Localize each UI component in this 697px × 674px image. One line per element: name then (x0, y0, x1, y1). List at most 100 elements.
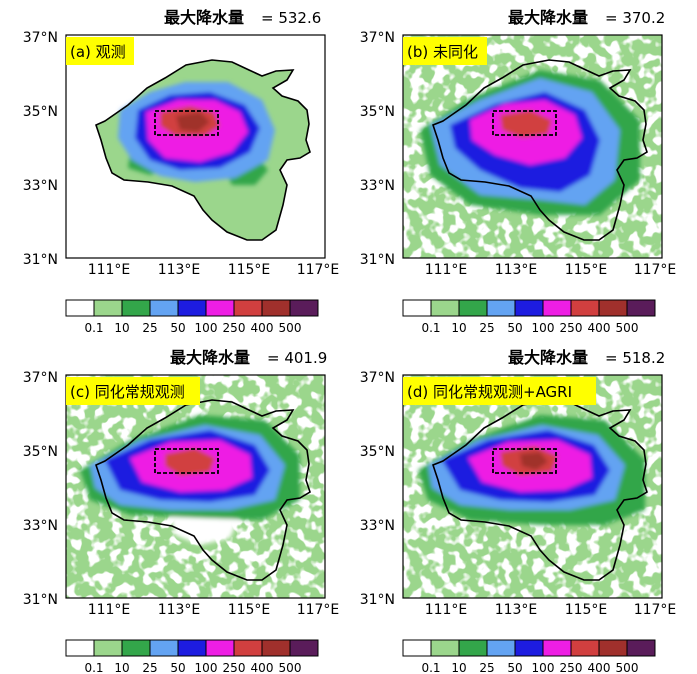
panel-d: 最大降水量 = 518.2 (d) 同化常规观测+AGRI 37°N 35°N … (360, 348, 677, 674)
panel-c-max-value: = 401.9 (267, 349, 327, 367)
panel-c-cb-0.1: 0.1 (84, 661, 103, 674)
panel-d-precip-field (403, 375, 662, 598)
panel-c-colorbar-swatches (65, 639, 319, 657)
panel-c-zone-400 (165, 448, 215, 476)
panel-a-lat-35: 35°N (23, 104, 58, 120)
panel-d-zone-500 (520, 452, 548, 470)
panel-c-cb-400: 400 (251, 661, 274, 674)
panel-c-lat-31: 31°N (23, 592, 58, 608)
panel-d-lat-31: 31°N (360, 592, 395, 608)
panel-b-lat-33: 33°N (360, 178, 395, 194)
panel-d-lat-labels: 37°N 35°N 33°N 31°N (360, 370, 395, 608)
panel-a-lon-117: 117°E (297, 262, 340, 278)
panel-c-lat-33: 33°N (23, 518, 58, 534)
panel-c-colorbar: 0.1 10 25 50 100 250 400 500 (65, 639, 319, 674)
panel-c-cb-50: 50 (170, 661, 185, 674)
panel-a-max-value: = 532.6 (261, 9, 321, 27)
panel-a-lat-labels: 37°N 35°N 33°N 31°N (23, 30, 58, 268)
panel-b-lon-115: 115°E (565, 262, 608, 278)
panel-d-lon-113: 113°E (495, 602, 538, 618)
panel-d-max-label: 最大降水量 (508, 348, 588, 367)
panel-a-cb-50: 50 (170, 321, 185, 335)
panel-d-label-bg (403, 377, 596, 405)
panel-c-lon-labels: 111°E 113°E 115°E 117°E (88, 602, 340, 618)
panel-c-lon-117: 117°E (297, 602, 340, 618)
panel-a-lat-33: 33°N (23, 178, 58, 194)
panel-a-cb-500: 500 (279, 321, 302, 335)
panel-d-lon-117: 117°E (634, 602, 677, 618)
panel-a-cb-250: 250 (223, 321, 246, 335)
panel-b-max-label: 最大降水量 (508, 8, 588, 27)
panel-c-lon-115: 115°E (228, 602, 271, 618)
panel-a-lon-115: 115°E (228, 262, 271, 278)
panel-b-lon-117: 117°E (634, 262, 677, 278)
panel-b-label-bg (403, 37, 487, 65)
panel-a-frame (65, 34, 326, 259)
panel-a-cb-25: 25 (142, 321, 157, 335)
panel-b-lon-111: 111°E (425, 262, 468, 278)
panel-c: 最大降水量 = 401.9 (c) 同化常规观测 37°N 35°N 33°N … (23, 348, 340, 674)
panel-b-cb-250: 250 (560, 321, 583, 335)
panel-b-colorbar-labels: 0.1 10 25 50 100 250 400 500 (421, 321, 638, 335)
panel-d-lat-35: 35°N (360, 444, 395, 460)
panel-c-label-bg (66, 377, 200, 405)
panel-d-lon-labels: 111°E 113°E 115°E 117°E (425, 602, 677, 618)
panel-d-lon-111: 111°E (425, 602, 468, 618)
panel-c-province-border (95, 399, 311, 581)
panel-a-precip-field (95, 59, 311, 241)
panel-c-cb-250: 250 (223, 661, 246, 674)
panel-d-colorbar-swatches (402, 639, 656, 657)
panel-b-cb-25: 25 (479, 321, 494, 335)
panel-c-label: (c) 同化常规观测 (70, 383, 185, 401)
panel-b-cb-0.1: 0.1 (421, 321, 440, 335)
panel-b-zone-400 (500, 110, 552, 138)
panel-b-lat-labels: 37°N 35°N 33°N 31°N (360, 30, 395, 268)
panel-d-lat-37: 37°N (360, 370, 395, 386)
panel-d-cb-100: 100 (532, 661, 555, 674)
panel-b-colorbar-swatches (402, 299, 656, 317)
panel-a-highlight-box (154, 110, 219, 136)
panel-c-frame (65, 374, 326, 599)
panel-a: 最大降水量 = 532.6 (a) 观测 37°N 35°N 33°N 3 (23, 8, 340, 335)
panel-d-cb-50: 50 (507, 661, 522, 674)
panel-d-frame (402, 374, 663, 599)
panel-d-cb-250: 250 (560, 661, 583, 674)
panel-a-zone-500 (176, 112, 210, 132)
panel-c-cb-500: 500 (279, 661, 302, 674)
panel-d-lon-115: 115°E (565, 602, 608, 618)
panel-c-cb-25: 25 (142, 661, 157, 674)
panel-d-cb-500: 500 (616, 661, 639, 674)
panel-c-cb-100: 100 (195, 661, 218, 674)
panel-d-lat-33: 33°N (360, 518, 395, 534)
panel-b-cb-100: 100 (532, 321, 555, 335)
panel-c-precip-field (66, 375, 325, 598)
panel-b-max-value: = 370.2 (605, 9, 665, 27)
panel-a-cb-100: 100 (195, 321, 218, 335)
panel-c-highlight-box (154, 448, 219, 474)
panel-c-lon-113: 113°E (158, 602, 201, 618)
panel-b-lon-labels: 111°E 113°E 115°E 117°E (425, 262, 677, 278)
panel-b-colorbar: 0.1 10 25 50 100 250 400 500 (402, 299, 656, 335)
panel-a-cb-0.1: 0.1 (84, 321, 103, 335)
panel-a-colorbar-swatches (65, 299, 319, 317)
panel-a-colorbar: 0.1 10 25 50 100 250 400 500 (65, 299, 319, 335)
panel-d-highlight-box (492, 448, 557, 474)
panel-d-label: (d) 同化常规观测+AGRI (407, 383, 572, 401)
panel-b-frame (402, 34, 663, 259)
panel-a-max-label: 最大降水量 (164, 8, 244, 27)
panel-b-cb-500: 500 (616, 321, 639, 335)
panel-a-label-bg (66, 37, 134, 65)
panel-d-colorbar: 0.1 10 25 50 100 250 400 500 (402, 639, 656, 674)
panel-b-precip-field (403, 35, 662, 258)
panel-c-lat-35: 35°N (23, 444, 58, 460)
panel-c-lat-labels: 37°N 35°N 33°N 31°N (23, 370, 58, 608)
panel-a-lat-37: 37°N (23, 30, 58, 46)
panel-d-cb-25: 25 (479, 661, 494, 674)
panel-b-cb-400: 400 (588, 321, 611, 335)
panel-a-label: (a) 观测 (70, 43, 126, 61)
panel-a-lat-31: 31°N (23, 252, 58, 268)
panel-b-cb-10: 10 (451, 321, 466, 335)
panel-d-colorbar-labels: 0.1 10 25 50 100 250 400 500 (421, 661, 638, 674)
panel-c-lat-37: 37°N (23, 370, 58, 386)
